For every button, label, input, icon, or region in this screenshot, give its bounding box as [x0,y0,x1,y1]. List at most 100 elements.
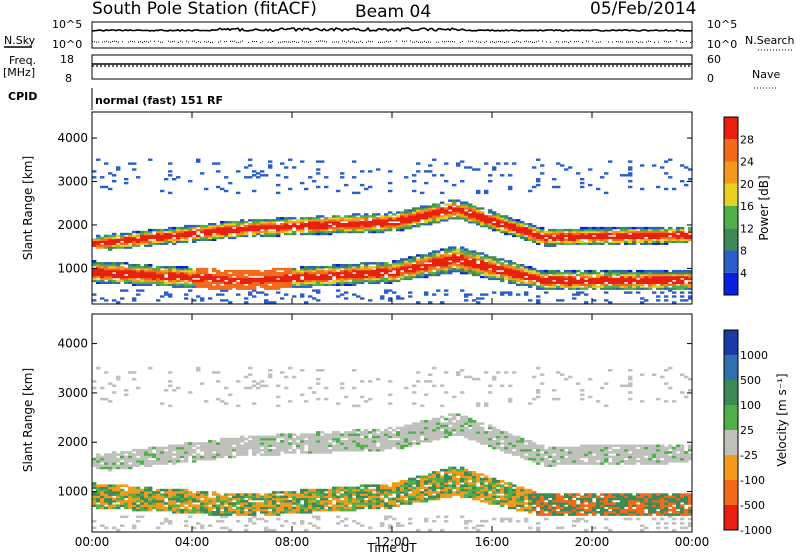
power-cell [512,271,517,275]
velocity-cell [452,484,457,487]
power-cell [444,203,449,206]
velocity-cell [100,486,105,490]
power-cell [360,221,365,224]
power-cell [572,242,577,245]
power-cell [160,232,165,236]
power-cell [416,273,421,277]
velocity-cell [392,482,397,485]
power-cell [224,221,229,224]
power-cell [300,224,305,228]
power-cell [428,273,433,277]
velocity-cell [384,506,389,510]
power-cell [372,223,377,226]
power-cell [376,273,381,277]
power-cell [612,269,617,273]
velocity-cell [428,426,433,430]
power-cell [308,273,313,277]
colorbar-frame [723,116,739,296]
velocity-cell [348,495,353,499]
power-cell [368,266,373,269]
velocity-cell [208,513,213,516]
power-cell [132,271,137,275]
power-cell [616,238,621,241]
power-cell [476,269,481,273]
velocity-cell [340,442,345,445]
power-cell [144,283,149,286]
power-cell [96,271,101,275]
velocity-cell [412,431,417,434]
power-cell [244,287,249,290]
power-cell [400,213,405,216]
power-cell [416,260,421,263]
velocity-cell [208,453,213,456]
velocity-cell [140,499,145,503]
power-cell [368,230,373,234]
velocity-cell [184,511,189,514]
velocity-cell [408,493,413,496]
power-cell [464,213,469,216]
velocity-cell [364,504,369,507]
power-cell [600,277,605,281]
velocity-cell [448,433,453,436]
power-cell [448,250,453,253]
velocity-cell [108,488,113,492]
power-cell [536,178,541,181]
power-cell [504,271,509,275]
power-cell [96,273,101,277]
power-cell [292,224,297,228]
power-cell [680,236,685,240]
power-cell [512,275,517,279]
velocity-cell [156,453,161,456]
power-cell [432,293,437,296]
velocity-cell [252,380,257,383]
velocity-cell [128,453,133,456]
power-cell [456,252,461,255]
velocity-cell [120,462,125,465]
power-cell [568,228,573,232]
velocity-cell [132,495,137,499]
power-cell [384,291,389,294]
power-cell [468,262,473,265]
velocity-cell [244,448,249,452]
velocity-cell [472,473,477,476]
power-cell [492,217,497,220]
power-cell [308,224,313,228]
velocity-cell [400,495,405,499]
velocity-cell [436,422,441,425]
power-cell [320,283,325,286]
power-cell [148,281,153,284]
power-cell [452,254,457,257]
power-cell [560,281,565,284]
power-cell [408,266,413,269]
velocity-cell [164,508,169,512]
power-cell [540,164,545,167]
velocity-cell [152,495,157,499]
velocity-cell [344,486,349,490]
power-cell [628,172,633,175]
velocity-cell [104,484,109,487]
power-cell [676,279,681,283]
velocity-cell [336,486,341,490]
power-cell [228,283,233,286]
velocity-cell [300,442,305,445]
power-cell [520,279,525,283]
power-cell [516,269,521,273]
velocity-cell [304,491,309,494]
power-cell [432,207,437,210]
power-cell [532,240,537,243]
power-cell [264,279,269,283]
power-cell [204,226,209,230]
power-cell [352,275,357,279]
power-cell [468,207,473,210]
velocity-cell [396,426,401,430]
power-cell [200,172,205,175]
velocity-cell [400,484,405,487]
power-cell [580,273,585,277]
power-cell [152,271,157,275]
power-cell [100,277,105,281]
velocity-cell [228,497,233,501]
velocity-cell [236,437,241,441]
power-cell [144,236,149,240]
velocity-cell [344,444,349,448]
velocity-cell [392,484,397,487]
